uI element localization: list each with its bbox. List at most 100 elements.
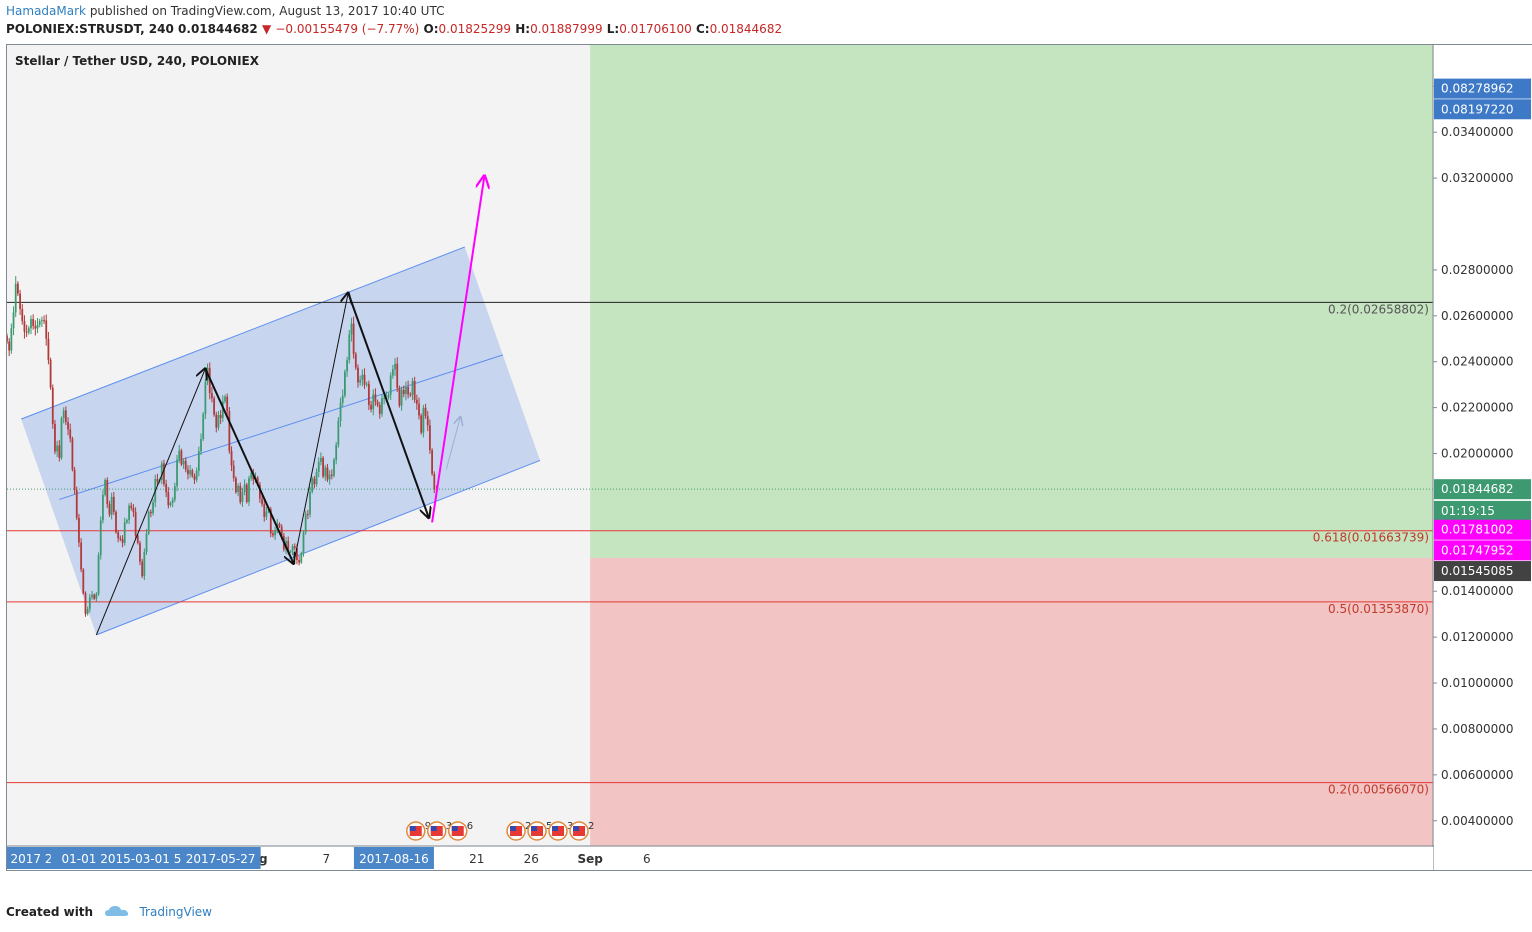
- faint-arrow[interactable]: [445, 417, 460, 470]
- candle-body: [263, 504, 266, 517]
- price-badge-label: 0.08197220: [1441, 102, 1514, 116]
- candle-body: [226, 396, 229, 412]
- candle-body: [398, 387, 401, 406]
- price-badge: [1434, 479, 1531, 500]
- tradingview-link[interactable]: TradingView: [139, 905, 212, 919]
- wave-line: [293, 293, 349, 564]
- candle-body: [91, 594, 93, 598]
- candle-body: [429, 425, 431, 451]
- last-price: 0.01844682: [178, 22, 258, 36]
- candle-body: [19, 293, 21, 309]
- time-axis[interactable]: 12:0024Aug72126Sep62017 2017-08-0101-01 …: [7, 847, 1433, 870]
- candle-body: [304, 513, 307, 533]
- candle-body: [422, 407, 425, 433]
- channel-upper-line[interactable]: [20, 246, 465, 420]
- us-flag-event-icon[interactable]: 3: [427, 821, 452, 841]
- candle-body: [8, 341, 11, 351]
- us-flag-event-icon[interactable]: 9: [406, 821, 431, 841]
- author-link[interactable]: HamadaMark: [6, 4, 86, 18]
- candle-body: [167, 492, 170, 506]
- us-flag-canton: [531, 826, 538, 831]
- us-flag-event-icon[interactable]: 5: [527, 821, 552, 841]
- candle-body: [221, 401, 224, 418]
- event-count: 3: [446, 821, 452, 832]
- candle-body: [402, 389, 405, 395]
- fib-label: 0.5(0.01353870): [1328, 602, 1429, 616]
- event-count: 2: [588, 821, 594, 832]
- candle-body: [219, 414, 222, 418]
- x-tick-label: 7: [323, 852, 331, 866]
- candle-body: [119, 538, 122, 540]
- low-label: L:: [606, 22, 620, 36]
- projection-arrow[interactable]: [431, 176, 484, 523]
- candle-body: [293, 546, 296, 549]
- candle-body: [211, 393, 213, 399]
- wave-line: [204, 368, 293, 564]
- candle-body: [333, 459, 335, 476]
- y-tick-label: 0.00400000: [1441, 814, 1514, 828]
- candle-body: [108, 504, 111, 515]
- candle-body: [99, 520, 102, 556]
- us-flag-event-icon[interactable]: 2: [506, 821, 531, 841]
- candle-body: [112, 496, 115, 512]
- candle-body: [62, 410, 65, 419]
- candle-body: [17, 283, 19, 294]
- open-value: 0.01825299: [438, 22, 512, 36]
- pitchfork-channel[interactable]: [21, 246, 541, 635]
- wave-trend-lines[interactable]: [95, 293, 428, 636]
- candle-body: [7, 335, 8, 342]
- candle-body: [14, 283, 17, 313]
- candle-body: [160, 463, 163, 480]
- y-tick-label: 0.01400000: [1441, 584, 1514, 598]
- us-flag-event-icon[interactable]: 2: [569, 821, 594, 841]
- us-flag-canton: [430, 826, 437, 831]
- us-flag-event-icon[interactable]: 3: [548, 821, 573, 841]
- y-tick-label: 0.03400000: [1441, 125, 1514, 139]
- candle-body: [104, 479, 106, 495]
- event-count: 6: [467, 821, 473, 832]
- candle-body: [361, 374, 364, 380]
- x-date-highlight-label: 2017-05-27: [186, 852, 256, 866]
- candle-body: [102, 494, 104, 521]
- us-flag-event-icon[interactable]: 6: [448, 821, 473, 841]
- x-date-highlight-label: 2017-08-16: [359, 852, 429, 866]
- candle-body: [95, 593, 98, 599]
- y-tick-label: 0.02200000: [1441, 401, 1514, 415]
- candle-body: [189, 470, 192, 475]
- price-badge: [1434, 561, 1531, 582]
- candle-body: [117, 532, 120, 539]
- y-tick-label: 0.01000000: [1441, 676, 1514, 690]
- candle-body: [180, 450, 183, 465]
- us-flag-canton: [409, 826, 416, 831]
- candle-body: [32, 319, 35, 327]
- candle-body: [317, 461, 320, 472]
- candle-body: [341, 395, 344, 403]
- candle-body: [187, 469, 189, 475]
- event-icons[interactable]: 9 3 6 2 5 3 2: [406, 821, 595, 841]
- us-flag-canton: [552, 826, 559, 831]
- candle-body: [411, 381, 414, 396]
- candle-body: [274, 530, 277, 536]
- candle-body: [258, 484, 261, 499]
- us-flag-stripes: [510, 826, 523, 836]
- candle-body: [367, 383, 370, 405]
- candle-body: [328, 474, 331, 480]
- candle-body: [217, 414, 220, 428]
- candle-body: [145, 533, 148, 552]
- price-chart[interactable]: 0.2(0.02658802) 0.618(0.01663739) 0.5(0.01…: [7, 45, 1532, 870]
- channel-mid-line[interactable]: [59, 354, 504, 500]
- candle-body: [363, 374, 366, 385]
- candle-body: [394, 363, 396, 370]
- candle-body: [365, 383, 368, 385]
- x-date-highlight: [180, 847, 261, 869]
- price-axis[interactable]: 0.036000000.034000000.032000000.02800000…: [1433, 45, 1532, 870]
- event-count: 5: [546, 821, 552, 832]
- candle-body: [359, 379, 362, 383]
- chart-frame[interactable]: 0.2(0.02658802) 0.618(0.01663739) 0.5(0.01…: [6, 44, 1532, 871]
- candle-body: [49, 359, 52, 388]
- candle-body: [143, 551, 146, 577]
- stop-zone-red: [590, 557, 1433, 846]
- price-badge-label: 0.01545085: [1441, 564, 1514, 578]
- candle-body: [426, 415, 429, 426]
- candle-body: [352, 323, 355, 355]
